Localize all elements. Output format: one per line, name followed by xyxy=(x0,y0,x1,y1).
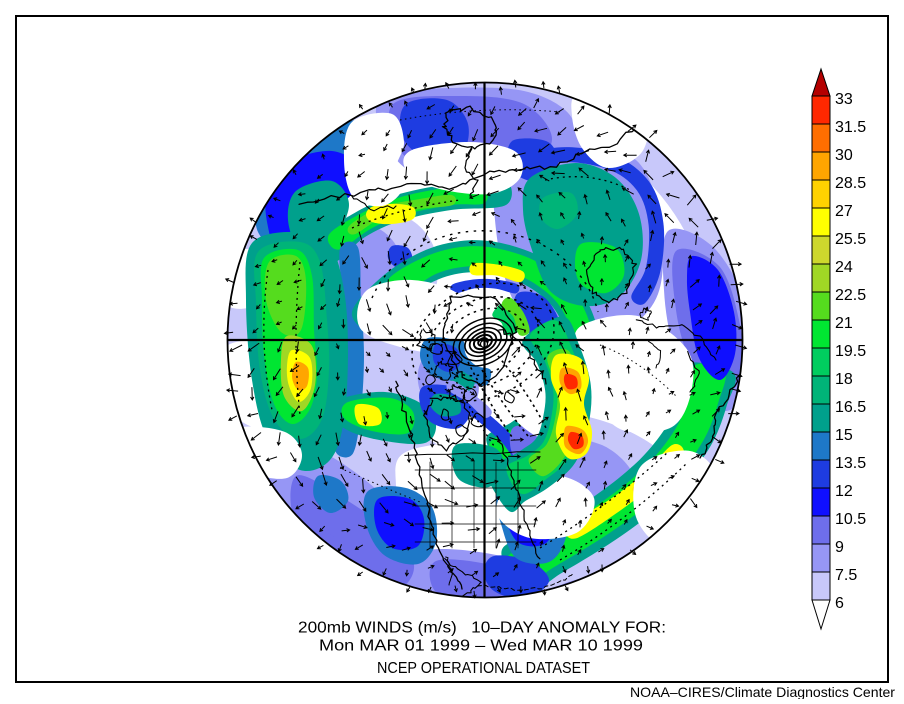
svg-text:200mb WINDS (m/s) 10–DAY ANO: 200mb WINDS (m/s) 10–DAY ANOMALY FOR: xyxy=(298,620,666,637)
svg-text:9: 9 xyxy=(835,539,844,556)
svg-text:Mon MAR 01 1999 – Wed MAR 10 1: Mon MAR 01 1999 – Wed MAR 10 1999 xyxy=(319,638,643,655)
svg-text:NOAA–CIRES/Climate Diagnostics: NOAA–CIRES/Climate Diagnostics Center xyxy=(630,684,895,699)
svg-text:19.5: 19.5 xyxy=(835,343,866,360)
svg-text:27: 27 xyxy=(835,203,853,220)
svg-text:33: 33 xyxy=(835,91,853,108)
svg-text:15: 15 xyxy=(835,427,853,444)
svg-text:31.5: 31.5 xyxy=(835,119,866,136)
svg-text:24: 24 xyxy=(835,259,853,276)
svg-text:25.5: 25.5 xyxy=(835,231,866,248)
svg-text:NCEP OPERATIONAL DATASET: NCEP OPERATIONAL DATASET xyxy=(377,660,590,677)
svg-text:21: 21 xyxy=(835,315,853,332)
svg-text:28.5: 28.5 xyxy=(835,175,866,192)
svg-text:7.5: 7.5 xyxy=(835,567,857,584)
svg-text:12: 12 xyxy=(835,483,853,500)
svg-text:13.5: 13.5 xyxy=(835,455,866,472)
svg-text:18: 18 xyxy=(835,371,853,388)
svg-text:10.5: 10.5 xyxy=(835,511,866,528)
svg-text:16.5: 16.5 xyxy=(835,399,866,416)
svg-text:6: 6 xyxy=(835,595,844,612)
svg-text:22.5: 22.5 xyxy=(835,287,866,304)
svg-text:30: 30 xyxy=(835,147,853,164)
